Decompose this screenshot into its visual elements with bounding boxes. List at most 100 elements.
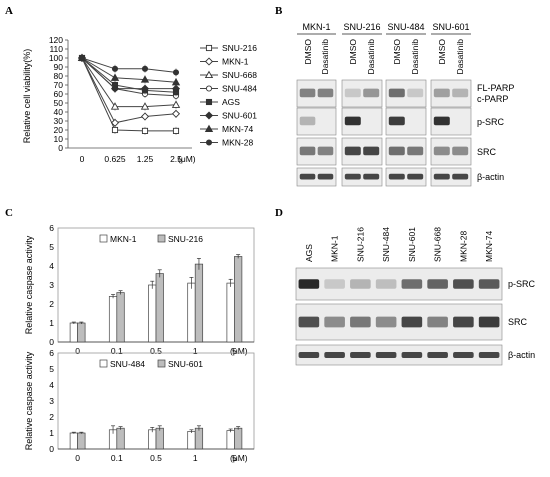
panel-d-row-label-p-src: p-SRC — [508, 279, 536, 289]
panel-d-band — [324, 316, 345, 328]
panel-b-blot-frame — [385, 167, 427, 187]
panel-d-band — [324, 352, 345, 358]
legend-label-snu-484: SNU-484 — [110, 359, 145, 369]
panel-d-band — [427, 279, 448, 289]
panel-c0-x-tick-label: 5 — [232, 346, 237, 356]
bar-snu-484 — [226, 430, 235, 450]
data-point-snu-216 — [141, 127, 149, 134]
panel-d-lane-mkn-1: MKN-1 — [330, 235, 340, 262]
bar-snu-601 — [234, 427, 243, 450]
panel-d-lane-mkn-28: MKN-28 — [458, 231, 468, 262]
data-point-mkn-1 — [140, 112, 150, 121]
bar-snu-216 — [234, 256, 243, 343]
panel-d-row-label-src: SRC — [508, 317, 528, 327]
panel-b-lane-dmso: DMSO — [303, 39, 313, 65]
panel-b-band — [388, 88, 405, 98]
panel-a-x-tick-label: 2.5 — [170, 154, 182, 164]
panel-b-band — [317, 88, 334, 98]
panel-d-lane-ags: AGS — [304, 244, 314, 262]
panel-b-band — [344, 88, 361, 98]
panel-d-lane-snu-601: SNU-601 — [407, 227, 417, 262]
panel-a-y-tick-label: 120 — [49, 35, 63, 45]
series-line-mkn-28 — [81, 57, 177, 73]
legend-marker-mkn-1 — [204, 57, 214, 66]
data-point-mkn-74 — [140, 75, 150, 83]
panel-d-band — [298, 316, 320, 328]
panel-c1-x-tick-label: 5 — [232, 453, 237, 463]
panel-c1-x-tick-label: 0.5 — [150, 453, 162, 463]
panel-d-band — [298, 352, 320, 358]
legend-label-snu-216: SNU-216 — [222, 43, 257, 53]
legend-marker-ags — [205, 98, 213, 106]
panel-c0-y-tick-label: 0 — [49, 337, 54, 347]
panel-b-lane-dasatinib: Dasatinib — [410, 39, 420, 75]
panel-b-blot-frame — [430, 107, 472, 136]
data-point-snu-668 — [140, 102, 150, 110]
bar-mkn-1 — [69, 322, 78, 343]
panel-d-band — [375, 279, 397, 289]
panel-a-y-tick-label: 70 — [54, 80, 64, 90]
panel-b-band — [433, 88, 450, 98]
panel-a-y-tick-label: 110 — [49, 44, 63, 54]
panel-b-band — [407, 146, 424, 156]
panel-b-cell-line-mkn-1: MKN-1 — [302, 22, 330, 32]
panel-b-lane-dmso: DMSO — [437, 39, 447, 65]
panel-b-band — [388, 173, 405, 180]
series-line-ags — [81, 57, 177, 93]
panel-d-lane-snu-484: SNU-484 — [381, 227, 391, 262]
panel-a-line-chart: Relative cell viability(%) (μM) 01020304… — [22, 35, 257, 164]
panel-b-row-label-beta-actin: β-actin — [477, 172, 504, 182]
legend-swatch-snu-601 — [157, 359, 166, 368]
panel-b-band — [407, 173, 424, 180]
panel-b-band — [299, 116, 316, 126]
panel-b-band — [407, 88, 424, 98]
panel-b-row-label-c-parp: c-PARP — [477, 94, 508, 104]
bar-snu-601 — [77, 432, 86, 450]
panel-d-band — [350, 316, 371, 328]
legend-label-mkn-28: MKN-28 — [222, 138, 253, 148]
panel-b-lane-dasatinib: Dasatinib — [366, 39, 376, 75]
panel-c0-y-tick-label: 6 — [49, 223, 54, 233]
panel-d-lane-mkn-74: MKN-74 — [484, 231, 494, 262]
panel-b-row-label-p-src: p-SRC — [477, 117, 505, 127]
panel-a-x-tick-label: 1.25 — [137, 154, 154, 164]
panel-b-band — [317, 146, 334, 156]
panel-c1-y-tick-label: 6 — [49, 348, 54, 358]
panel-b-cell-line-snu-601: SNU-601 — [432, 22, 469, 32]
panel-b-row-label-src: SRC — [477, 147, 497, 157]
legend-swatch-mkn-1 — [99, 234, 108, 243]
panel-a-x-unit: (μM) — [178, 154, 196, 164]
panel-b-band — [452, 146, 469, 156]
panel-c0-y-tick-label: 1 — [49, 318, 54, 328]
legend-marker-snu-216 — [205, 44, 213, 52]
panel-d-band — [401, 352, 423, 358]
panel-d-band — [478, 352, 500, 358]
panel-d-band — [298, 279, 320, 289]
panel-d-band — [478, 316, 500, 328]
panel-d-band — [350, 279, 371, 289]
legend-marker-snu-484 — [205, 85, 213, 92]
panel-d-lane-snu-216: SNU-216 — [355, 227, 365, 262]
panel-b-band — [363, 146, 380, 156]
series-line-mkn-1 — [81, 57, 177, 124]
panel-c1-y-tick-label: 0 — [49, 444, 54, 454]
data-point-snu-216 — [172, 127, 180, 134]
legend-label-snu-216: SNU-216 — [168, 234, 203, 244]
panel-a-y-tick-label: 50 — [54, 98, 64, 108]
panel-b-band — [452, 88, 469, 98]
panel-c0-y-tick-label: 5 — [49, 242, 54, 252]
panel-c1-y-tick-label: 2 — [49, 412, 54, 422]
panel-c0-y-axis-title: Relative caspase activity — [24, 235, 34, 334]
panel-b-band — [433, 116, 450, 126]
panel-b-blot-frame — [430, 167, 472, 187]
data-point-mkn-74 — [171, 77, 181, 86]
panel-d-lane-snu-668: SNU-668 — [433, 227, 443, 262]
bar-snu-216 — [155, 273, 164, 343]
legend-label-mkn-1: MKN-1 — [222, 57, 249, 67]
bar-mkn-1 — [187, 282, 196, 343]
bar-snu-601 — [155, 427, 164, 450]
panel-c1-x-tick-label: 0.1 — [111, 453, 123, 463]
panel-c0-y-tick-label: 3 — [49, 280, 54, 290]
panel-a-y-tick-label: 10 — [54, 134, 64, 144]
series-line-snu-601 — [81, 57, 176, 90]
